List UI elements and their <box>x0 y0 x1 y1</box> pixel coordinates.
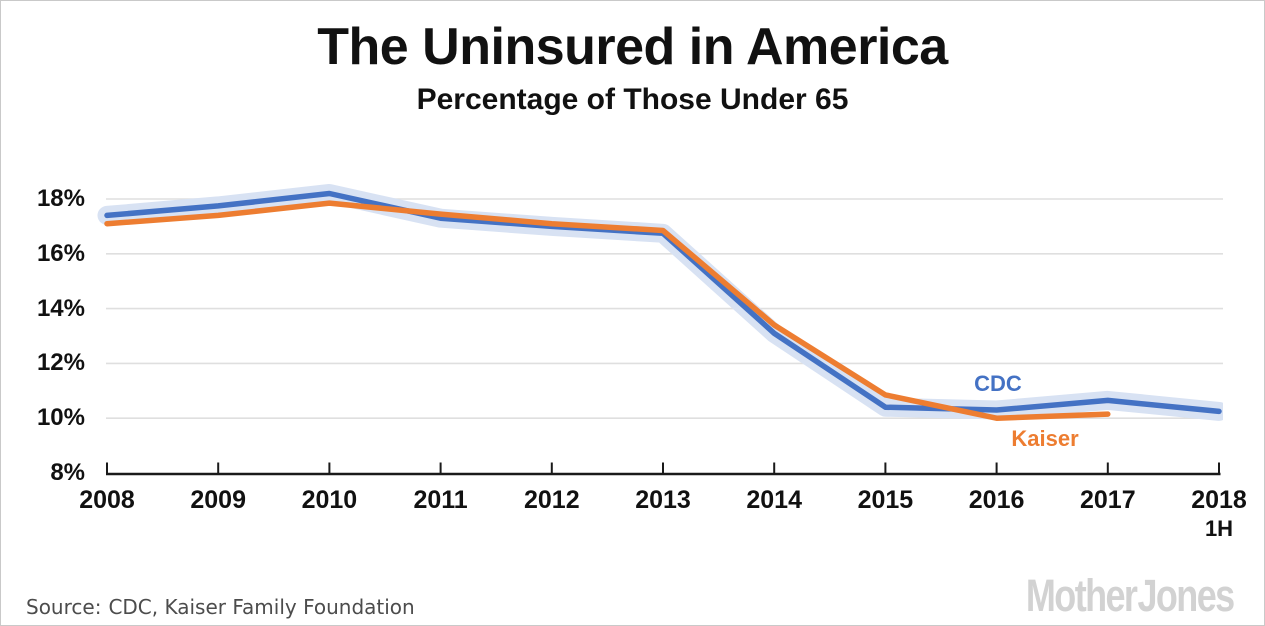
y-axis-label: 10% <box>36 404 85 432</box>
x-axis-label: 2014 <box>746 486 802 514</box>
series-label-kaiser: Kaiser <box>1011 426 1079 451</box>
x-axis-label: 2016 <box>968 486 1025 514</box>
x-axis-label: 2015 <box>857 486 914 514</box>
y-axis-label: 12% <box>36 349 85 377</box>
mother-jones-logo: Mother Jones <box>1026 570 1235 621</box>
cdc-halo-band <box>97 184 1223 421</box>
x-axis-label: 2012 <box>523 486 580 514</box>
x-axis-sub-label: 1H <box>1204 516 1234 541</box>
y-axis-label: 18% <box>36 185 85 212</box>
kaiser-line <box>104 200 1111 421</box>
series-label-cdc: CDC <box>974 371 1022 396</box>
x-axis-label: 2013 <box>635 486 691 514</box>
y-axis-label: 16% <box>36 239 85 267</box>
x-axis-label: 2010 <box>301 486 358 514</box>
y-axis-label: 8% <box>50 459 85 486</box>
source-label: Source: <box>26 595 102 619</box>
source-note: Source: CDC, Kaiser Family Foundation <box>26 595 415 619</box>
x-axis-label: 2008 <box>79 486 135 514</box>
source-body: CDC, Kaiser Family Foundation <box>108 595 415 619</box>
x-axis-label: 2018 <box>1191 486 1247 514</box>
chart-title: The Uninsured in America <box>317 18 948 76</box>
x-axis-label: 2011 <box>413 486 468 514</box>
x-axis-label: 2017 <box>1079 486 1136 514</box>
chart-subtitle: Percentage of Those Under 65 <box>416 83 849 116</box>
x-axis-label: 2009 <box>190 486 246 514</box>
y-axis-label: 14% <box>36 294 85 322</box>
